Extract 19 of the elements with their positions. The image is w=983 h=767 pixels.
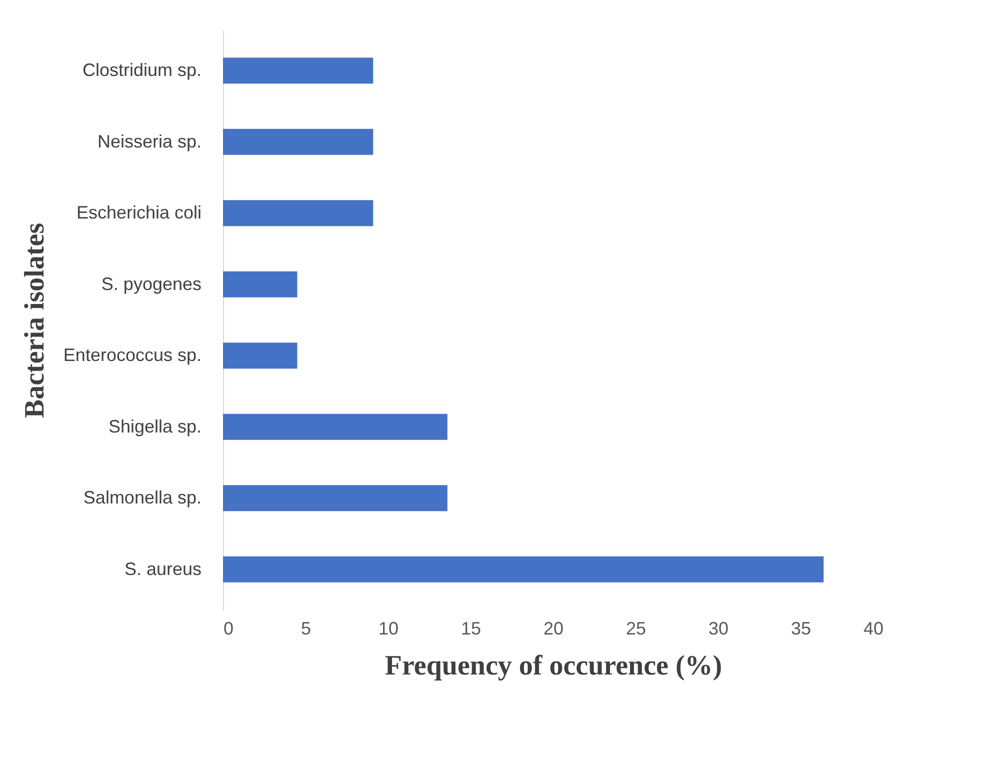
y-tick-label: S. pyogenes (101, 274, 202, 294)
y-tick-label: Shigella sp. (108, 416, 202, 436)
x-tick-label: 20 (543, 618, 564, 638)
x-tick-label: 15 (460, 618, 482, 638)
y-axis-title: Bacteria isolates (19, 222, 50, 418)
x-tick-label: 25 (626, 618, 646, 638)
y-tick-label: Escherichia coli (76, 202, 202, 223)
x-tick-label: 10 (378, 618, 399, 638)
x-tick-label: 30 (708, 618, 729, 638)
y-tick-label: Clostridium sp. (82, 60, 202, 80)
x-tick-label: 35 (790, 618, 812, 638)
y-tick-label: Salmonella sp. (83, 488, 202, 508)
x-axis-title: Frequency of occurence (%) (384, 650, 722, 682)
x-tick-label: 40 (863, 618, 884, 638)
y-tick-label: S. aureus (124, 558, 202, 579)
y-tick-label: Enterococcus sp. (63, 345, 202, 366)
y-tick-label: Neisseria sp. (97, 131, 202, 152)
x-tick-label: 0 (224, 618, 234, 638)
x-tick-label: 5 (300, 618, 312, 638)
